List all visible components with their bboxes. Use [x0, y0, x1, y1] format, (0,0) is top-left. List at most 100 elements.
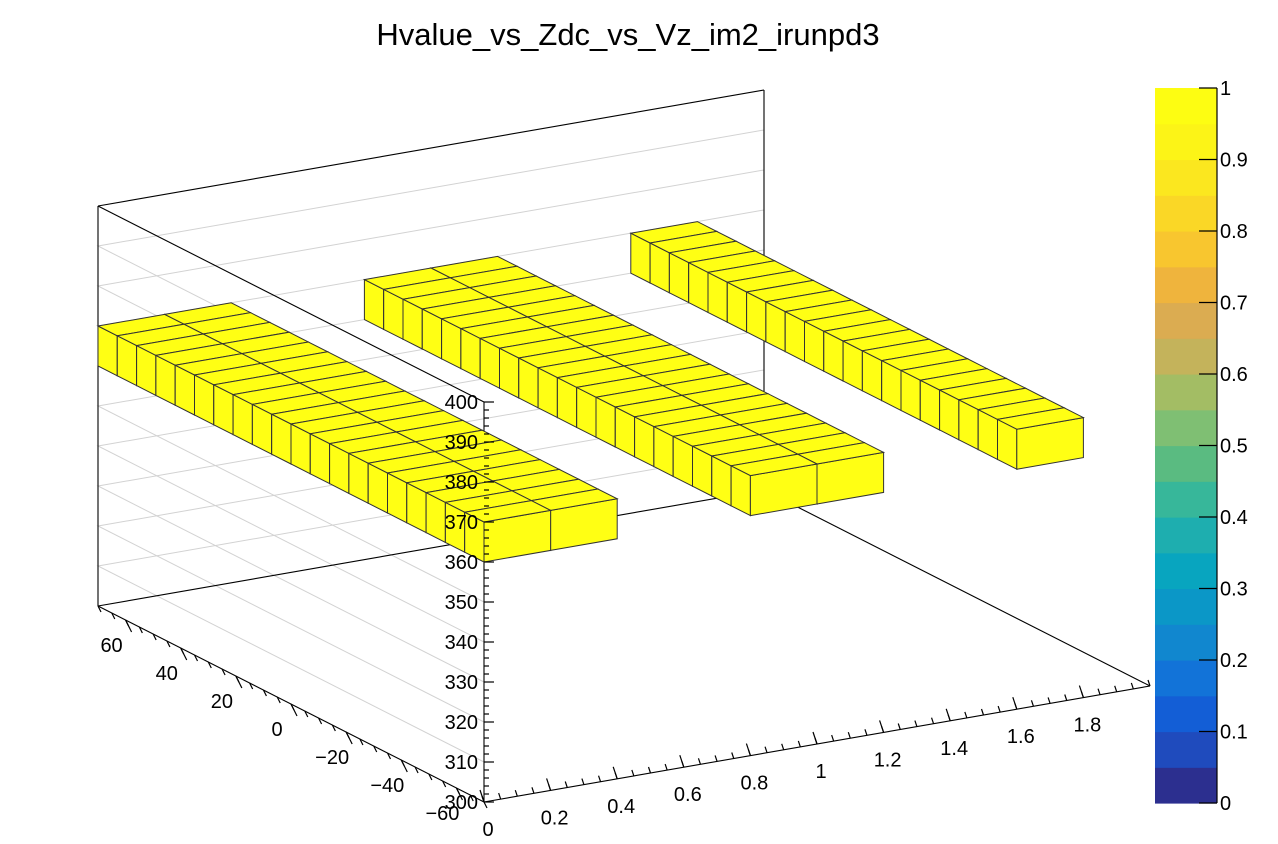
x-axis-minor-tick: [549, 784, 551, 790]
z-tick-label: 320: [445, 712, 478, 734]
colorbar-segment: [1155, 160, 1217, 196]
colorbar-tick-label: 0.5: [1220, 436, 1248, 458]
x-tick-label: 1.2: [874, 749, 902, 771]
x-tick-label: 1: [815, 761, 826, 783]
colorbar-tick-label: 0.8: [1220, 221, 1248, 243]
x-axis-minor-tick: [1081, 692, 1083, 698]
x-axis-minor-tick: [882, 726, 884, 732]
colorbar-tick-label: 0.2: [1220, 650, 1248, 672]
colorbar-segment: [1155, 589, 1217, 625]
x-axis-minor-tick: [632, 770, 634, 776]
x-axis-minor-tick: [848, 732, 850, 738]
x-axis-minor-tick: [765, 747, 767, 753]
x-axis-minor-tick: [915, 721, 917, 727]
x-tick-label: 0.6: [674, 784, 702, 806]
colorbar-segment: [1155, 88, 1217, 124]
x-tick-label: 0.4: [607, 796, 635, 818]
x-axis-minor-tick: [948, 715, 950, 721]
x-axis-minor-tick: [665, 764, 667, 770]
colorbar-segment: [1155, 267, 1217, 303]
x-axis-minor-tick: [1031, 700, 1033, 706]
z-tick-label: 310: [445, 752, 478, 774]
x-axis-minor-tick: [748, 750, 750, 756]
x-axis-minor-tick: [515, 790, 517, 796]
colorbar-segment: [1155, 767, 1217, 803]
colorbar-segment: [1155, 195, 1217, 231]
x-axis-minor-tick: [715, 755, 717, 761]
colorbar-segment: [1155, 338, 1217, 374]
y-tick-label: 0: [271, 719, 282, 741]
x-axis-minor-tick: [1065, 695, 1067, 701]
box-edge: [98, 90, 764, 206]
x-tick-label: 1.6: [1007, 726, 1035, 748]
colorbar-tick-label: 0: [1220, 793, 1231, 815]
x-axis-minor-tick: [982, 709, 984, 715]
z-tick-label: 360: [445, 552, 478, 574]
x-axis-minor-tick: [649, 767, 651, 773]
x-axis-minor-tick: [865, 729, 867, 735]
colorbar-segment: [1155, 732, 1217, 768]
colorbar-segment: [1155, 446, 1217, 482]
colorbar-segment: [1155, 517, 1217, 553]
y-axis-minor-tick: [484, 802, 487, 808]
colorbar-tick-label: 0.9: [1220, 150, 1248, 172]
chart-title: Hvalue_vs_Zdc_vs_Vz_im2_irunpd3: [376, 17, 879, 52]
x-axis-minor-tick: [1098, 689, 1100, 695]
y-tick-label: −40: [370, 775, 404, 797]
colorbar-tick-label: 0.7: [1220, 293, 1248, 315]
z-tick-label: 330: [445, 672, 478, 694]
x-axis-minor-tick: [732, 753, 734, 759]
x-axis-minor-tick: [782, 744, 784, 750]
colorbar-tick-label: 0.3: [1220, 579, 1248, 601]
x-axis-minor-tick: [932, 718, 934, 724]
axes: 300310320330340350360370380390400−60−40−…: [98, 392, 1150, 841]
colorbar-tick-label: 0.1: [1220, 722, 1248, 744]
x-axis-minor-tick: [698, 758, 700, 764]
x-axis-minor-tick: [1048, 697, 1050, 703]
x-tick-label: 0: [482, 819, 493, 841]
colorbar: 0 0.1 0.2 0.3 0.4 0.5 0.6 0.7 0.8 0.9 1: [1155, 78, 1248, 815]
z-tick-label: 400: [445, 392, 478, 414]
y-tick-label: −60: [425, 803, 459, 825]
y-tick-label: −20: [315, 747, 349, 769]
x-axis-minor-tick: [1131, 683, 1133, 689]
z-tick-label: 350: [445, 592, 478, 614]
x-axis-minor-tick: [898, 724, 900, 730]
x-axis-minor-tick: [499, 793, 501, 799]
x-axis-minor-tick: [965, 712, 967, 718]
z-tick-label: 390: [445, 432, 478, 454]
x-axis-minor-tick: [815, 738, 817, 744]
x-axis-minor-tick: [832, 735, 834, 741]
y-tick-label: 20: [211, 691, 233, 713]
x-axis-minor-tick: [998, 706, 1000, 712]
colorbar-segment: [1155, 660, 1217, 696]
x-axis-minor-tick: [1115, 686, 1117, 692]
colorbar-segment: [1155, 124, 1217, 160]
colorbar-segment: [1155, 481, 1217, 517]
x-axis-minor-tick: [615, 773, 617, 779]
x-axis-minor-tick: [599, 776, 601, 782]
bars: [98, 222, 1083, 562]
x-tick-label: 1.8: [1073, 715, 1101, 737]
bar-cell: [998, 408, 1084, 469]
z-tick-label: 340: [445, 632, 478, 654]
x-axis-minor-tick: [582, 779, 584, 785]
x-axis-minor-tick: [798, 741, 800, 747]
x-tick-label: 0.8: [740, 773, 768, 795]
colorbar-segment: [1155, 374, 1217, 410]
y-tick-label: 60: [100, 635, 122, 657]
x-axis-minor-tick: [682, 761, 684, 767]
z-tick-label: 380: [445, 472, 478, 494]
box-edge: [764, 490, 1150, 686]
x-axis-minor-tick: [1015, 703, 1017, 709]
y-tick-label: 40: [156, 663, 178, 685]
bar-cell: [731, 454, 817, 515]
colorbar-segment: [1155, 696, 1217, 732]
colorbar-tick-label: 0.4: [1220, 507, 1248, 529]
z-tick-label: 370: [445, 512, 478, 534]
x-axis-minor-tick: [532, 787, 534, 793]
x-tick-label: 0.2: [541, 807, 569, 829]
x-tick-label: 1.4: [940, 738, 968, 760]
colorbar-tick-label: 1: [1220, 78, 1231, 100]
